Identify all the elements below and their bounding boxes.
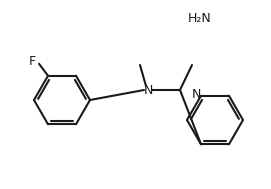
Text: N: N — [191, 88, 201, 101]
Text: H₂N: H₂N — [188, 12, 212, 25]
Text: F: F — [28, 55, 36, 68]
Text: N: N — [143, 84, 153, 97]
